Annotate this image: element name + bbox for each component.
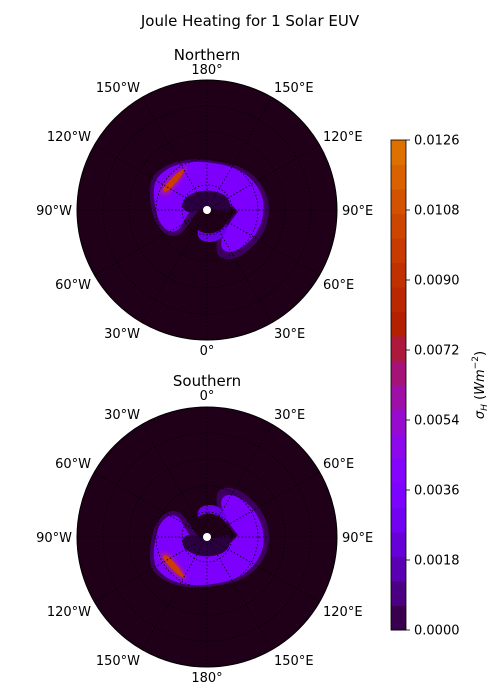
southern-lon-label-lower-right: 150°E: [274, 654, 314, 669]
northern-heating-pattern: [149, 159, 269, 260]
colorbar-tick-label: 0.0108: [414, 204, 460, 219]
southern-oval-band: [153, 495, 264, 586]
colorbar-tick-label: 0.0090: [414, 274, 460, 289]
colorbar-band: [391, 581, 406, 606]
colorbar-label-open: (: [473, 395, 488, 404]
northern-lon-label-right-lower: 60°E: [323, 278, 354, 293]
southern-heating-pattern: [149, 487, 269, 588]
colorbar-band: [391, 458, 406, 484]
colorbar-band: [391, 189, 406, 214]
colorbar-band: [391, 360, 406, 386]
colorbar-band: [391, 336, 406, 361]
northern-lower-arc: [197, 224, 228, 242]
northern-lon-label-lower-right: 30°E: [274, 327, 305, 342]
colorbar-tick-label: 0.0036: [414, 484, 460, 499]
northern-lon-label-left: 90°W: [36, 204, 72, 219]
colorbar-tick-label: 0.0000: [414, 624, 460, 639]
colorbar-band: [391, 213, 406, 239]
southern-panel-title: Southern: [173, 372, 241, 390]
southern-lon-label-right: 90°E: [342, 531, 373, 546]
figure-title: Joule Heating for 1 Solar EUV: [140, 12, 360, 30]
colorbar-band: [391, 556, 406, 582]
colorbar-tick-label: 0.0018: [414, 554, 460, 569]
northern-lon-label-upper-left: 150°W: [96, 81, 140, 96]
colorbar-band: [391, 409, 406, 435]
southern-lon-label-left-upper: 60°W: [55, 457, 91, 472]
colorbar-band: [391, 605, 406, 631]
southern-lon-label-upper-right: 30°E: [274, 408, 305, 423]
southern-panel: Southern 0° 30°E 60°E: [36, 372, 373, 686]
southern-lon-label-right-upper: 60°E: [323, 457, 354, 472]
northern-lon-label-right-upper: 120°E: [323, 130, 363, 145]
northern-lon-label-bottom: 0°: [200, 344, 215, 359]
colorbar-band: [391, 287, 406, 312]
colorbar-band: [391, 262, 406, 288]
northern-lon-label-left-upper: 120°W: [47, 130, 91, 145]
northern-inner-gap: [182, 190, 230, 213]
colorbar-tick-label: 0.0126: [414, 134, 460, 149]
colorbar-bands: [391, 140, 406, 631]
southern-lon-label-upper-left: 30°W: [104, 408, 140, 423]
colorbar-band: [391, 311, 406, 337]
northern-lon-label-top: 180°: [191, 63, 222, 78]
southern-lon-label-bottom: 180°: [191, 671, 222, 686]
northern-oval-band: [153, 161, 264, 252]
northern-disk-outline: [76, 79, 338, 341]
southern-lon-label-left: 90°W: [36, 531, 72, 546]
southern-lon-label-left-lower: 120°W: [47, 605, 91, 620]
colorbar-band: [391, 238, 406, 263]
northern-pole-marker: [203, 206, 211, 214]
colorbar-frame: [390, 139, 407, 631]
northern-panel-title: Northern: [174, 46, 241, 64]
colorbar-label-close: ): [473, 351, 488, 356]
colorbar-label-superscript: −2: [471, 356, 481, 369]
colorbar-band: [391, 483, 406, 508]
southern-lon-label-lower-left: 150°W: [96, 654, 140, 669]
northern-lon-label-left-lower: 60°W: [55, 278, 91, 293]
northern-panel: Northern: [36, 46, 373, 359]
colorbar-band: [391, 140, 406, 165]
southern-pole-marker: [203, 533, 211, 541]
colorbar-band: [391, 434, 406, 459]
southern-lon-label-top: 0°: [200, 389, 215, 404]
colorbar-band: [391, 532, 406, 557]
colorbar: 0.0000 0.0018 0.0036 0.0054 0.0072 0.0090 0.01…: [390, 134, 490, 639]
colorbar-label: σH (Wm−2): [471, 351, 490, 419]
colorbar-label-symbol: σ: [473, 410, 488, 419]
southern-disk-outline: [76, 406, 338, 668]
northern-lon-label-upper-right: 150°E: [274, 81, 314, 96]
southern-upper-arc: [197, 505, 228, 523]
southern-hotspot: [163, 555, 184, 578]
colorbar-band: [391, 164, 406, 190]
colorbar-band: [391, 385, 406, 410]
colorbar-ticks: 0.0000 0.0018 0.0036 0.0054 0.0072 0.0090 0.01…: [406, 134, 460, 639]
southern-lon-label-right-lower: 120°E: [323, 605, 363, 620]
colorbar-label-subscript: H: [480, 404, 490, 411]
northern-lon-label-right: 90°E: [342, 204, 373, 219]
colorbar-tick-label: 0.0054: [414, 414, 460, 429]
colorbar-label-unit: Wm: [473, 369, 488, 395]
northern-hotspot: [163, 169, 184, 192]
northern-lon-label-lower-left: 30°W: [104, 327, 140, 342]
colorbar-band: [391, 507, 406, 533]
colorbar-tick-label: 0.0072: [414, 344, 460, 359]
southern-inner-gap: [182, 534, 230, 557]
